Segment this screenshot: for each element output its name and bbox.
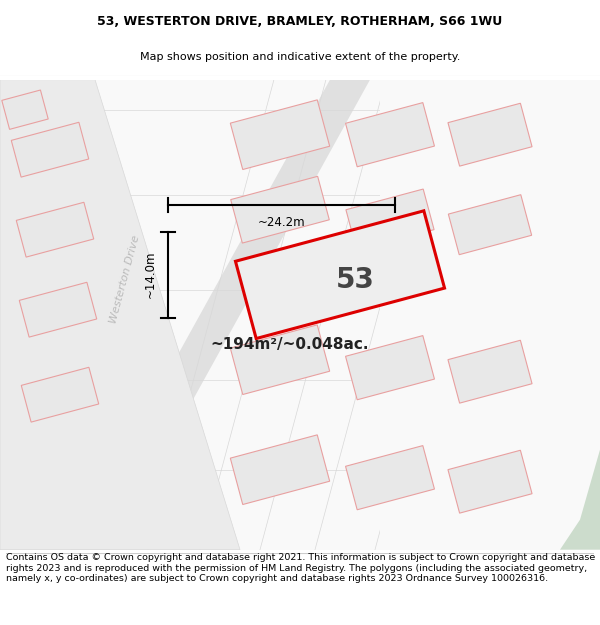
- Polygon shape: [11, 122, 89, 177]
- Polygon shape: [346, 102, 434, 167]
- Polygon shape: [231, 176, 329, 243]
- Bar: [380, 79, 600, 550]
- Text: Contains OS data © Crown copyright and database right 2021. This information is : Contains OS data © Crown copyright and d…: [6, 553, 595, 583]
- Polygon shape: [230, 325, 329, 394]
- Polygon shape: [21, 368, 99, 422]
- Polygon shape: [560, 449, 600, 550]
- Text: Westerton Drive: Westerton Drive: [109, 234, 142, 325]
- Polygon shape: [448, 450, 532, 513]
- Polygon shape: [448, 195, 532, 254]
- Polygon shape: [448, 103, 532, 166]
- Polygon shape: [346, 189, 434, 251]
- Text: Map shows position and indicative extent of the property.: Map shows position and indicative extent…: [140, 52, 460, 62]
- Polygon shape: [230, 435, 329, 504]
- Polygon shape: [448, 340, 532, 403]
- Polygon shape: [2, 90, 48, 129]
- Polygon shape: [230, 100, 329, 169]
- Polygon shape: [16, 202, 94, 257]
- Polygon shape: [70, 79, 370, 550]
- Text: ~24.2m: ~24.2m: [257, 216, 305, 229]
- Polygon shape: [346, 446, 434, 510]
- Text: 53: 53: [335, 266, 374, 294]
- Text: ~194m²/~0.048ac.: ~194m²/~0.048ac.: [211, 338, 369, 352]
- Polygon shape: [235, 211, 445, 339]
- Polygon shape: [346, 336, 434, 400]
- Text: ~14.0m: ~14.0m: [143, 251, 157, 298]
- Text: 53, WESTERTON DRIVE, BRAMLEY, ROTHERHAM, S66 1WU: 53, WESTERTON DRIVE, BRAMLEY, ROTHERHAM,…: [97, 15, 503, 28]
- Polygon shape: [0, 79, 240, 550]
- Polygon shape: [19, 282, 97, 337]
